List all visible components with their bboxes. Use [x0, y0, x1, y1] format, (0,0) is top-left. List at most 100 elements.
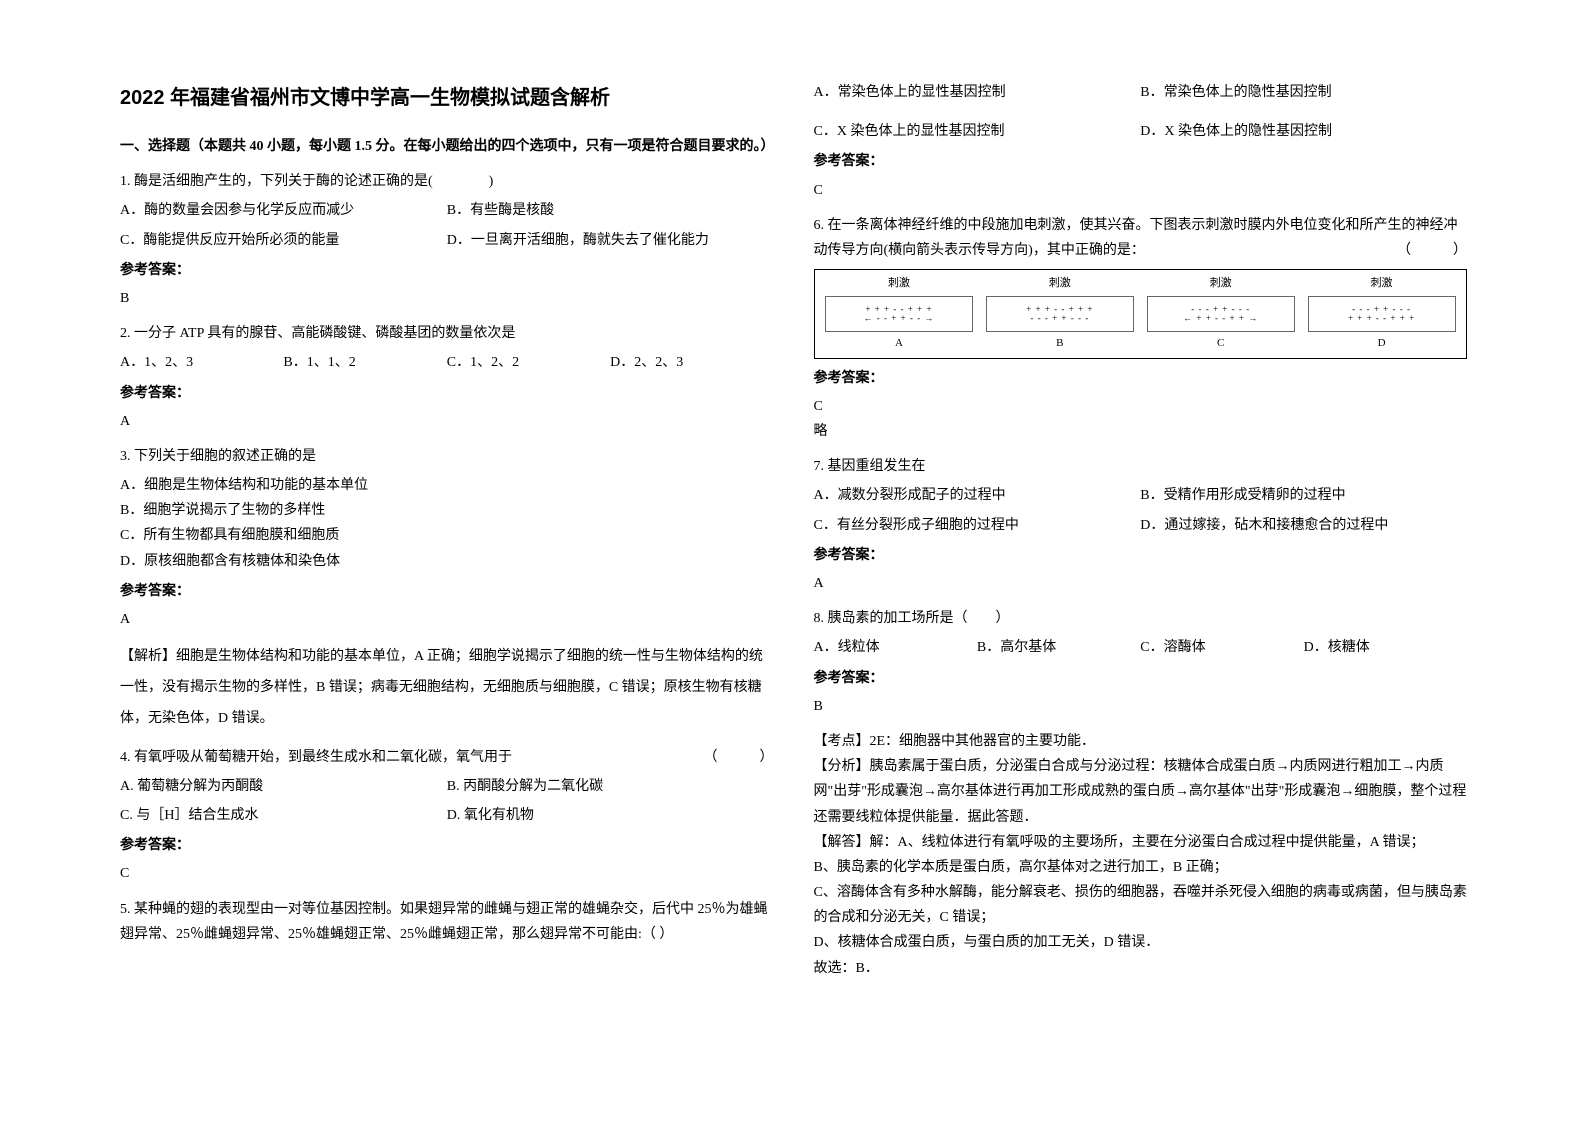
q6-box-b: + + + - - + + + - - - + + - - - [986, 296, 1134, 332]
charge-row: ← + + - - + + → [1183, 314, 1258, 323]
question-8: 8. 胰岛素的加工场所是（ ） A．线粒体 B．高尔基体 C．溶酶体 D．核糖体… [814, 606, 1468, 981]
q1-optA: A．酶的数量会因参与化学反应而减少 [120, 198, 447, 223]
q4-optD: D. 氧化有机物 [447, 803, 774, 828]
q4-paren: （ ） [704, 745, 774, 770]
page-title: 2022 年福建省福州市文博中学高一生物模拟试题含解析 [120, 80, 774, 116]
q1-optC: C．酶能提供反应开始所必须的能量 [120, 228, 447, 253]
question-5: 5. 某种蝇的翅的表现型由一对等位基因控制。如果翅异常的雌蝇与翅正常的雄蝇杂交，… [120, 897, 774, 947]
question-5-options: A．常染色体上的显性基因控制 B．常染色体上的隐性基因控制 C．X 染色体上的显… [814, 80, 1468, 203]
q4-optC: C. 与［H］结合生成水 [120, 803, 447, 828]
q3-explanation: 【解析】细胞是生物体结构和功能的基本单位，A 正确；细胞学说揭示了细胞的统一性与… [120, 642, 774, 734]
q5-answer: C [814, 178, 1468, 203]
q6-paren: （ ） [1397, 238, 1467, 263]
q4-options-row2: C. 与［H］结合生成水 D. 氧化有机物 [120, 803, 774, 828]
charge-row: + + + - - + + + [1348, 314, 1415, 323]
charge-row: ← - - + + - - → [863, 314, 934, 323]
q6-box-d: - - - + + - - - + + + - - + + + [1308, 296, 1456, 332]
q2-answer: A [120, 409, 774, 434]
q6-stem-text: 6. 在一条离体神经纤维的中段施加电刺激，使其兴奋。下图表示刺激时膜内外电位变化… [814, 218, 1458, 258]
q6-answer-label: 参考答案： [814, 365, 1468, 390]
q4-answer: C [120, 861, 774, 886]
q1-options-row1: A．酶的数量会因参与化学反应而减少 B．有些酶是核酸 [120, 198, 774, 223]
q6-diag-d-label: 刺激 [1308, 274, 1456, 294]
q6-box-a: + + + - - + + + ← - - + + - - → [825, 296, 973, 332]
q7-answer-label: 参考答案： [814, 542, 1468, 567]
q8-solve-a: 【解答】解：A、线粒体进行有氧呼吸的主要场所，主要在分泌蛋白合成过程中提供能量，… [814, 830, 1468, 855]
q1-optB: B．有些酶是核酸 [447, 198, 774, 223]
q8-stem: 8. 胰岛素的加工场所是（ ） [814, 606, 1468, 631]
q6-diag-b-label: 刺激 [986, 274, 1134, 294]
q4-optB: B. 丙酮酸分解为二氧化碳 [447, 774, 774, 799]
q6-diagram-a: 刺激 + + + - - + + + ← - - + + - - → A [825, 274, 973, 354]
q4-stem-text: 4. 有氧呼吸从葡萄糖开始，到最终生成水和二氧化碳，氧气用于 [120, 750, 512, 765]
question-4: 4. 有氧呼吸从葡萄糖开始，到最终生成水和二氧化碳，氧气用于 （ ） A. 葡萄… [120, 745, 774, 887]
q1-answer: B [120, 286, 774, 311]
q4-answer-label: 参考答案： [120, 832, 774, 857]
q8-answer-label: 参考答案： [814, 665, 1468, 690]
q2-options: A．1、2、3 B．1、1、2 C．1、2、2 D．2、2、3 [120, 350, 774, 375]
q8-solve-b: B、胰岛素的化学本质是蛋白质，高尔基体对之进行加工，B 正确； [814, 855, 1468, 880]
q4-options-row1: A. 葡萄糖分解为丙酮酸 B. 丙酮酸分解为二氧化碳 [120, 774, 774, 799]
q3-answer: A [120, 607, 774, 632]
q6-labelD: D [1308, 334, 1456, 354]
q6-diagram-d: 刺激 - - - + + - - - + + + - - + + + D [1308, 274, 1456, 354]
q1-optD: D．一旦离开活细胞，酶就失去了催化能力 [447, 228, 774, 253]
q5-optA: A．常染色体上的显性基因控制 [814, 80, 1141, 105]
q6-labelC: C [1147, 334, 1295, 354]
q3-answer-label: 参考答案： [120, 578, 774, 603]
q5-optC: C．X 染色体上的显性基因控制 [814, 119, 1141, 144]
q5-options-row1: A．常染色体上的显性基因控制 B．常染色体上的隐性基因控制 [814, 80, 1468, 105]
section-header: 一、选择题（本题共 40 小题，每小题 1.5 分。在每小题给出的四个选项中，只… [120, 134, 774, 159]
q5-optD: D．X 染色体上的隐性基因控制 [1140, 119, 1467, 144]
q6-note: 略 [814, 419, 1468, 444]
q8-optA: A．线粒体 [814, 635, 977, 660]
q6-stem: 6. 在一条离体神经纤维的中段施加电刺激，使其兴奋。下图表示刺激时膜内外电位变化… [814, 213, 1468, 263]
q6-diag-c-label: 刺激 [1147, 274, 1295, 294]
q6-box-c: - - - + + - - - ← + + - - + + → [1147, 296, 1295, 332]
q2-optB: B．1、1、2 [283, 350, 446, 375]
question-7: 7. 基因重组发生在 A．减数分裂形成配子的过程中 B．受精作用形成受精卵的过程… [814, 454, 1468, 596]
question-3: 3. 下列关于细胞的叙述正确的是 A．细胞是生物体结构和功能的基本单位 B．细胞… [120, 444, 774, 735]
q3-optB: B．细胞学说揭示了生物的多样性 [120, 498, 774, 523]
q2-answer-label: 参考答案： [120, 380, 774, 405]
q8-optB: B．高尔基体 [977, 635, 1140, 660]
q5-options-row2: C．X 染色体上的显性基因控制 D．X 染色体上的隐性基因控制 [814, 119, 1468, 144]
q8-exam-point: 【考点】2E：细胞器中其他器官的主要功能． [814, 729, 1468, 754]
q8-analysis: 【分析】胰岛素属于蛋白质，分泌蛋白合成与分泌过程：核糖体合成蛋白质→内质网进行粗… [814, 754, 1468, 830]
q4-stem: 4. 有氧呼吸从葡萄糖开始，到最终生成水和二氧化碳，氧气用于 （ ） [120, 745, 774, 770]
question-6: 6. 在一条离体神经纤维的中段施加电刺激，使其兴奋。下图表示刺激时膜内外电位变化… [814, 213, 1468, 445]
q3-optD: D．原核细胞都含有核糖体和染色体 [120, 549, 774, 574]
q8-answer: B [814, 694, 1468, 719]
q1-stem: 1. 酶是活细胞产生的，下列关于酶的论述正确的是( ) [120, 169, 774, 194]
q1-options-row2: C．酶能提供反应开始所必须的能量 D．一旦离开活细胞，酶就失去了催化能力 [120, 228, 774, 253]
q6-diagram: 刺激 + + + - - + + + ← - - + + - - → A 刺激 … [814, 269, 1468, 359]
q2-optA: A．1、2、3 [120, 350, 283, 375]
q7-optA: A．减数分裂形成配子的过程中 [814, 483, 1141, 508]
q7-options-row1: A．减数分裂形成配子的过程中 B．受精作用形成受精卵的过程中 [814, 483, 1468, 508]
q7-answer: A [814, 571, 1468, 596]
q5-answer-label: 参考答案： [814, 148, 1468, 173]
q7-stem: 7. 基因重组发生在 [814, 454, 1468, 479]
q8-solve-d: D、核糖体合成蛋白质，与蛋白质的加工无关，D 错误． [814, 930, 1468, 955]
q5-stem: 5. 某种蝇的翅的表现型由一对等位基因控制。如果翅异常的雌蝇与翅正常的雄蝇杂交，… [120, 897, 774, 947]
q4-optA: A. 葡萄糖分解为丙酮酸 [120, 774, 447, 799]
q7-options-row2: C．有丝分裂形成子细胞的过程中 D．通过嫁接，砧木和接穗愈合的过程中 [814, 513, 1468, 538]
q8-optC: C．溶酶体 [1140, 635, 1303, 660]
q7-optB: B．受精作用形成受精卵的过程中 [1140, 483, 1467, 508]
question-1: 1. 酶是活细胞产生的，下列关于酶的论述正确的是( ) A．酶的数量会因参与化学… [120, 169, 774, 311]
q7-optC: C．有丝分裂形成子细胞的过程中 [814, 513, 1141, 538]
q7-optD: D．通过嫁接，砧木和接穗愈合的过程中 [1140, 513, 1467, 538]
q3-optA: A．细胞是生物体结构和功能的基本单位 [120, 473, 774, 498]
q6-labelA: A [825, 334, 973, 354]
q2-stem: 2. 一分子 ATP 具有的腺苷、高能磷酸键、磷酸基团的数量依次是 [120, 321, 774, 346]
q1-answer-label: 参考答案： [120, 257, 774, 282]
q2-optC: C．1、2、2 [447, 350, 610, 375]
question-2: 2. 一分子 ATP 具有的腺苷、高能磷酸键、磷酸基团的数量依次是 A．1、2、… [120, 321, 774, 434]
charge-row: - - - + + - - - [1026, 314, 1093, 323]
q6-diagram-c: 刺激 - - - + + - - - ← + + - - + + → C [1147, 274, 1295, 354]
q3-optC: C．所有生物都具有细胞膜和细胞质 [120, 523, 774, 548]
q8-options: A．线粒体 B．高尔基体 C．溶酶体 D．核糖体 [814, 635, 1468, 660]
q2-optD: D．2、2、3 [610, 350, 773, 375]
q6-diag-a-label: 刺激 [825, 274, 973, 294]
right-column: A．常染色体上的显性基因控制 B．常染色体上的隐性基因控制 C．X 染色体上的显… [794, 80, 1488, 1092]
